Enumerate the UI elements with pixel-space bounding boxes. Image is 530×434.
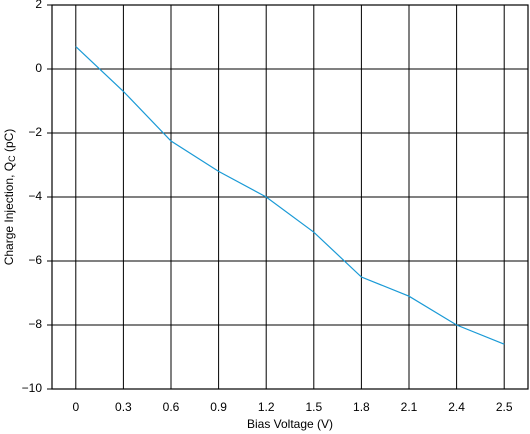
y-tick-label: −4: [28, 189, 42, 203]
x-tick-label: 2.1: [401, 400, 418, 414]
y-tick-label: −10: [22, 381, 43, 395]
data-line: [75, 46, 505, 345]
y-axis-title-main: Charge Injection, Q: [2, 162, 16, 265]
y-axis-title-sub: C: [7, 155, 17, 162]
x-tick-label: 0: [72, 400, 79, 414]
plot-frame: [51, 4, 529, 390]
x-tick-label: 1.8: [353, 400, 370, 414]
x-tick-label: 0.6: [163, 400, 180, 414]
y-axis-title: Charge Injection, QC (pC): [2, 129, 17, 266]
x-tick-label: 1.5: [305, 400, 322, 414]
x-tick-label: 0.3: [115, 400, 132, 414]
y-tick-label: 2: [35, 0, 42, 11]
x-tick-label: 2.5: [496, 400, 513, 414]
y-axis-title-tail: (pC): [2, 129, 16, 156]
x-axis-title: Bias Voltage (V): [247, 417, 333, 431]
x-tick-label: 2.4: [448, 400, 465, 414]
x-tick-label: 0.9: [210, 400, 227, 414]
y-tick-label: −8: [28, 317, 42, 331]
y-tick-label: −6: [28, 253, 42, 267]
y-tick-label: 0: [35, 61, 42, 75]
y-tick-label: −2: [28, 125, 42, 139]
x-tick-label: 1.2: [258, 400, 275, 414]
